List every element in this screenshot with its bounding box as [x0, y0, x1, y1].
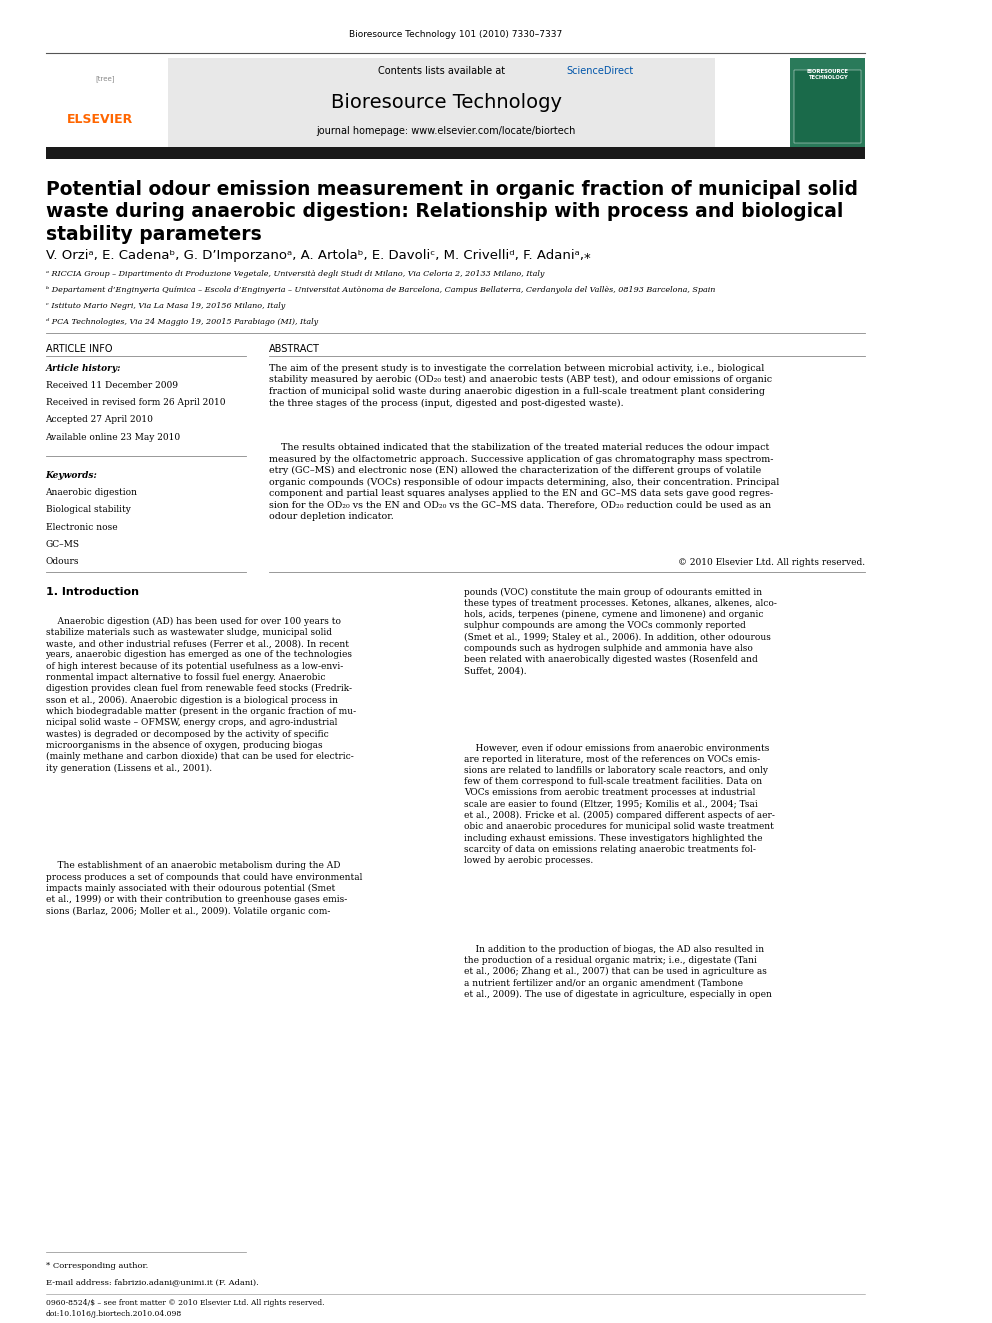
Text: Odours: Odours — [46, 557, 79, 566]
Text: Anaerobic digestion: Anaerobic digestion — [46, 488, 138, 497]
Text: Contents lists available at: Contents lists available at — [378, 66, 508, 77]
FancyBboxPatch shape — [46, 147, 865, 159]
Text: BIORESOURCE
TECHNOLOGY: BIORESOURCE TECHNOLOGY — [806, 69, 848, 79]
Text: [tree]: [tree] — [95, 75, 114, 82]
Text: The establishment of an anaerobic metabolism during the AD
process produces a se: The establishment of an anaerobic metabo… — [46, 861, 362, 916]
Text: Received in revised form 26 April 2010: Received in revised form 26 April 2010 — [46, 398, 225, 407]
FancyBboxPatch shape — [46, 58, 714, 148]
Text: * Corresponding author.: * Corresponding author. — [46, 1262, 148, 1270]
Text: Electronic nose: Electronic nose — [46, 523, 117, 532]
Text: Potential odour emission measurement in organic fraction of municipal solid: Potential odour emission measurement in … — [46, 180, 857, 198]
Text: pounds (VOC) constitute the main group of odourants emitted in
these types of tr: pounds (VOC) constitute the main group o… — [464, 587, 777, 676]
Text: ᵃ RICCIA Group – Dipartimento di Produzione Vegetale, Università degli Studi di : ᵃ RICCIA Group – Dipartimento di Produzi… — [46, 270, 544, 278]
Text: ABSTRACT: ABSTRACT — [269, 344, 319, 355]
Text: 0960-8524/$ – see front matter © 2010 Elsevier Ltd. All rights reserved.: 0960-8524/$ – see front matter © 2010 El… — [46, 1299, 324, 1307]
Text: In addition to the production of biogas, the AD also resulted in
the production : In addition to the production of biogas,… — [464, 945, 772, 999]
Text: The results obtained indicated that the stabilization of the treated material re: The results obtained indicated that the … — [269, 443, 779, 521]
Text: © 2010 Elsevier Ltd. All rights reserved.: © 2010 Elsevier Ltd. All rights reserved… — [678, 558, 865, 568]
Text: However, even if odour emissions from anaerobic environments
are reported in lit: However, even if odour emissions from an… — [464, 744, 775, 865]
Text: Accepted 27 April 2010: Accepted 27 April 2010 — [46, 415, 154, 425]
Text: journal homepage: www.elsevier.com/locate/biortech: journal homepage: www.elsevier.com/locat… — [316, 126, 575, 136]
Text: ᶜ Istituto Mario Negri, Via La Masa 19, 20156 Milano, Italy: ᶜ Istituto Mario Negri, Via La Masa 19, … — [46, 302, 285, 310]
Text: stability parameters: stability parameters — [46, 225, 261, 243]
Text: Available online 23 May 2010: Available online 23 May 2010 — [46, 433, 181, 442]
Text: ELSEVIER: ELSEVIER — [66, 112, 133, 126]
FancyBboxPatch shape — [794, 70, 861, 143]
Text: doi:10.1016/j.biortech.2010.04.098: doi:10.1016/j.biortech.2010.04.098 — [46, 1310, 182, 1318]
Text: ScienceDirect: ScienceDirect — [566, 66, 634, 77]
Text: Bioresource Technology 101 (2010) 7330–7337: Bioresource Technology 101 (2010) 7330–7… — [348, 30, 561, 40]
Text: The aim of the present study is to investigate the correlation between microbial: The aim of the present study is to inves… — [269, 364, 772, 407]
FancyBboxPatch shape — [791, 58, 865, 148]
Text: 1. Introduction: 1. Introduction — [46, 587, 139, 598]
Text: Bioresource Technology: Bioresource Technology — [330, 93, 561, 111]
Text: Anaerobic digestion (AD) has been used for over 100 years to
stabilize materials: Anaerobic digestion (AD) has been used f… — [46, 617, 356, 773]
FancyBboxPatch shape — [46, 58, 169, 148]
Text: Biological stability: Biological stability — [46, 505, 130, 515]
Text: ARTICLE INFO: ARTICLE INFO — [46, 344, 112, 355]
Text: Keywords:: Keywords: — [46, 471, 97, 480]
Text: E-mail address: fabrizio.adani@unimi.it (F. Adani).: E-mail address: fabrizio.adani@unimi.it … — [46, 1278, 258, 1286]
Text: waste during anaerobic digestion: Relationship with process and biological: waste during anaerobic digestion: Relati… — [46, 202, 843, 221]
Text: GC–MS: GC–MS — [46, 540, 79, 549]
Text: V. Orziᵃ, E. Cadenaᵇ, G. D’Imporzanoᵃ, A. Artolaᵇ, E. Davoliᶜ, M. Crivelliᵈ, F. : V. Orziᵃ, E. Cadenaᵇ, G. D’Imporzanoᵃ, A… — [46, 249, 590, 262]
Text: ᵈ PCA Technologies, Via 24 Maggio 19, 20015 Parabiago (MI), Italy: ᵈ PCA Technologies, Via 24 Maggio 19, 20… — [46, 318, 317, 325]
Text: ᵇ Departament d’Enginyeria Química – Escola d’Enginyeria – Universitat Autònoma : ᵇ Departament d’Enginyeria Química – Esc… — [46, 286, 715, 294]
Text: Article history:: Article history: — [46, 364, 121, 373]
Text: Received 11 December 2009: Received 11 December 2009 — [46, 381, 178, 390]
